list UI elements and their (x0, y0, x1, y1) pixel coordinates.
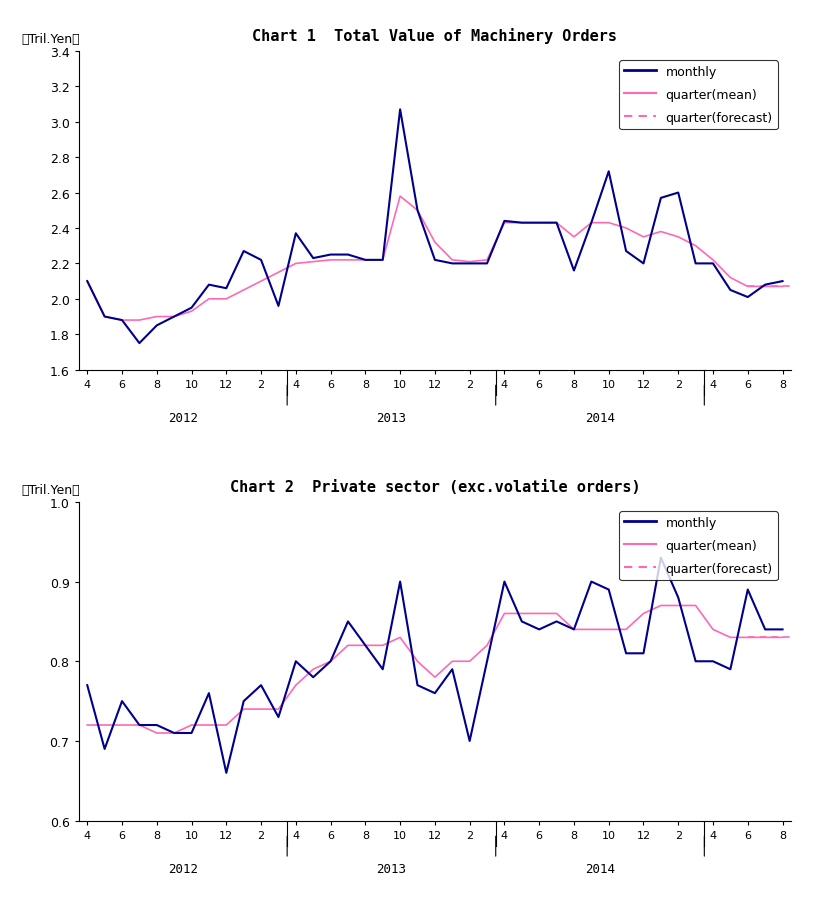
Text: （Tril.Yen）: （Tril.Yen） (21, 483, 80, 496)
Text: （Tril.Yen）: （Tril.Yen） (21, 32, 80, 45)
Text: 2014: 2014 (585, 411, 615, 424)
Legend: monthly, quarter(mean), quarter(forecast): monthly, quarter(mean), quarter(forecast… (619, 511, 778, 581)
Text: 2013: 2013 (377, 861, 406, 875)
Text: 2013: 2013 (377, 411, 406, 424)
Title: Chart 2  Private sector (exc.volatile orders): Chart 2 Private sector (exc.volatile ord… (229, 479, 640, 494)
Title: Chart 1  Total Value of Machinery Orders: Chart 1 Total Value of Machinery Orders (252, 28, 618, 43)
Text: 2012: 2012 (168, 861, 198, 875)
Text: 2014: 2014 (585, 861, 615, 875)
Legend: monthly, quarter(mean), quarter(forecast): monthly, quarter(mean), quarter(forecast… (619, 61, 778, 130)
Text: 2012: 2012 (168, 411, 198, 424)
